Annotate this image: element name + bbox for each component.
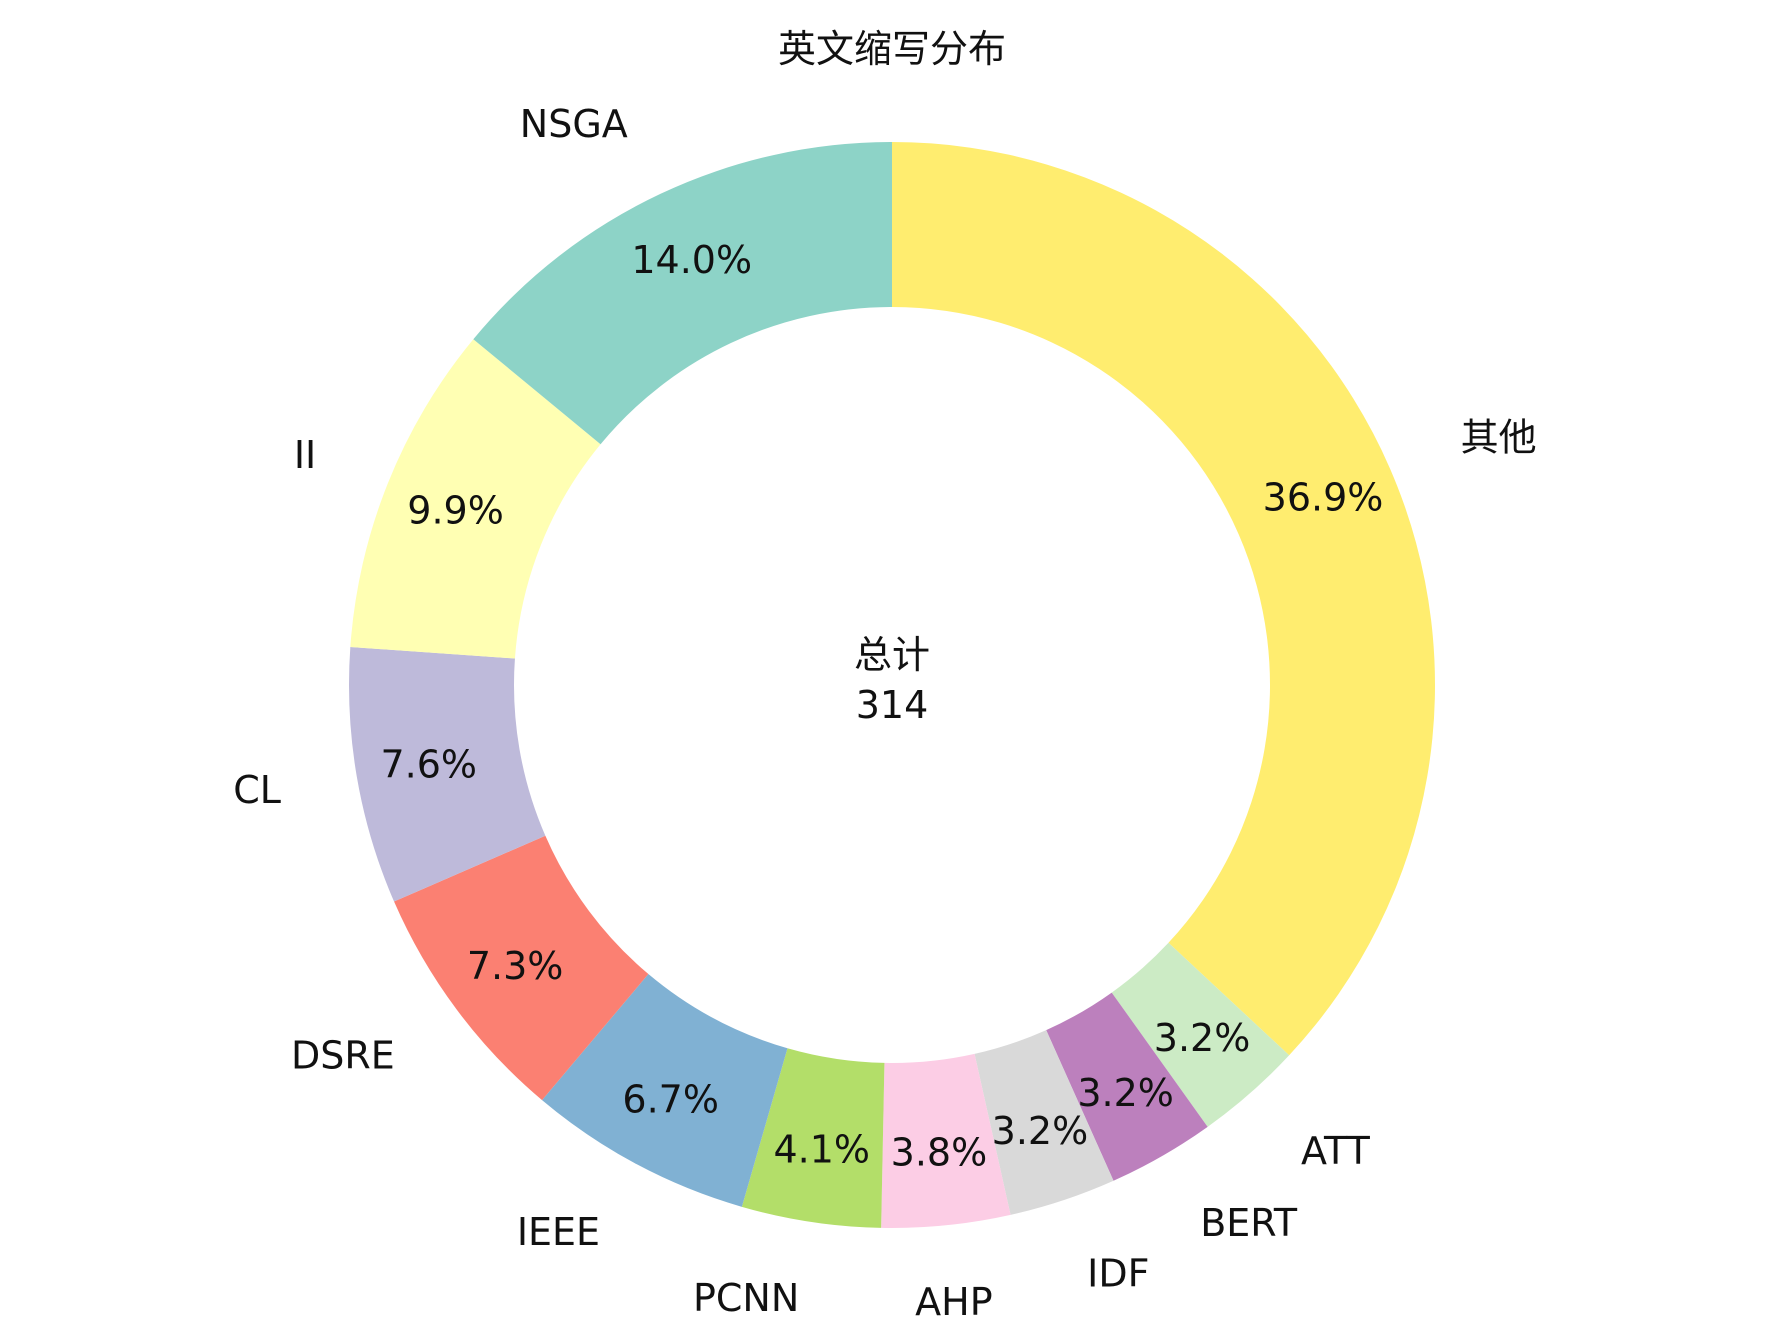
slice-IEEE [542,974,788,1207]
slice-percent-CL: 7.6% [381,743,478,787]
slice-label-BERT: BERT [1200,1201,1298,1245]
slice-CL [348,647,546,902]
center-label: 总计 [854,633,930,677]
slice-AHP [881,1053,1011,1228]
slice-NSGA [473,142,892,445]
slice-label-AHP: AHP [915,1280,992,1323]
slice-label-NSGA: NSGA [520,102,628,146]
slices-group [348,142,1436,1228]
slice-percent-AHP: 3.8% [891,1131,988,1175]
slice-label-DSRE: DSRE [291,1033,395,1077]
slice-IDF [974,1030,1114,1215]
slice-percent-NSGA: 14.0% [631,238,752,282]
slice-label-II: II [294,433,316,477]
slice-percent-IEEE: 6.7% [622,1078,719,1122]
slice-label-ATT: ATT [1301,1129,1371,1173]
slice-其他 [892,142,1436,1056]
slice-II [350,339,601,659]
slice-percent-DSRE: 7.3% [467,944,564,988]
slice-percent-ATT: 3.2% [1154,1016,1251,1060]
slice-label-IEEE: IEEE [517,1210,600,1254]
slice-label-CL: CL [233,768,281,812]
slice-percent-PCNN: 4.1% [773,1128,870,1172]
slice-PCNN [741,1048,885,1228]
slice-ATT [1111,942,1290,1127]
slice-percent-II: 9.9% [407,489,504,533]
percent-labels-group: 36.9%3.2%3.2%3.2%3.8%4.1%6.7%7.3%7.6%9.9… [381,238,1384,1175]
slice-DSRE [394,835,649,1101]
center-value: 314 [856,683,929,727]
slice-label-PCNN: PCNN [693,1276,799,1320]
chart-title: 英文缩写分布 [778,27,1006,71]
slice-label-IDF: IDF [1087,1251,1149,1295]
slice-BERT [1046,992,1208,1181]
slice-label-其他: 其他 [1461,416,1537,460]
slice-percent-其他: 36.9% [1263,476,1384,520]
slice-percent-IDF: 3.2% [992,1109,1089,1153]
slice-percent-BERT: 3.2% [1077,1071,1174,1115]
